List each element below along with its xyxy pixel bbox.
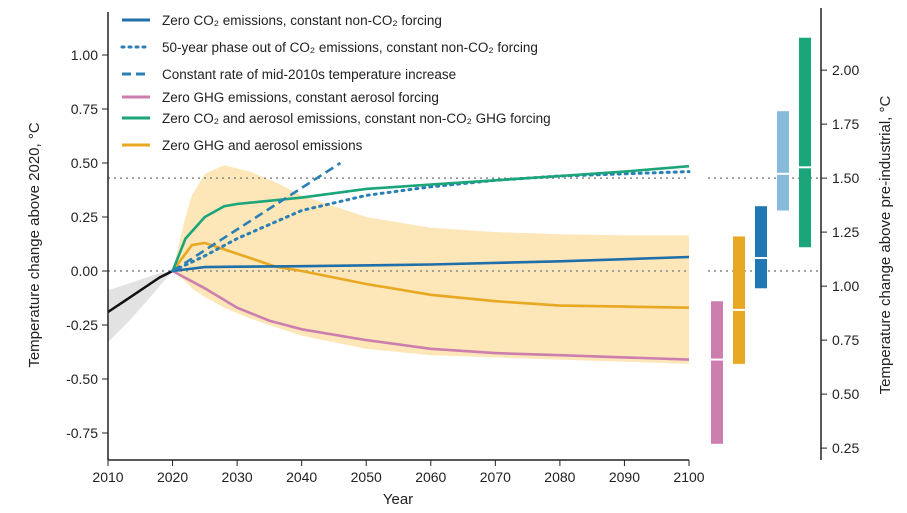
legend-label-2: Constant rate of mid-2010s temperature i… bbox=[162, 67, 456, 82]
series-line-5 bbox=[171, 241, 690, 309]
y-axis-right-label: Temperature change above pre-industrial,… bbox=[877, 96, 894, 395]
x-tick-label: 2100 bbox=[673, 469, 704, 485]
y-tick-label: 0.00 bbox=[71, 263, 98, 279]
y-tick-label: 0.25 bbox=[71, 209, 98, 225]
y-tick-label: 0.75 bbox=[71, 101, 98, 117]
y-axis-label: Temperature change above 2020, °C bbox=[26, 122, 43, 367]
x-tick-label: 2010 bbox=[92, 469, 123, 485]
y-right-tick-label: 1.00 bbox=[832, 278, 859, 294]
y-tick-label: -0.75 bbox=[66, 425, 98, 441]
range-bar-1 bbox=[733, 236, 745, 364]
x-tick-label: 2050 bbox=[351, 469, 382, 485]
y-tick-label: 1.00 bbox=[71, 47, 98, 63]
legend-label-0: Zero CO₂ emissions, constant non-CO₂ for… bbox=[162, 13, 442, 28]
range-bar-0 bbox=[711, 301, 723, 444]
series-line-0 bbox=[172, 255, 690, 273]
range-bar-4 bbox=[799, 37, 811, 248]
x-tick-label: 2090 bbox=[609, 469, 640, 485]
x-tick-label: 2060 bbox=[415, 469, 446, 485]
legend-label-1: 50-year phase out of CO₂ emissions, cons… bbox=[162, 40, 538, 55]
y-right-tick-label: 0.75 bbox=[832, 332, 859, 348]
series-line-2 bbox=[171, 161, 342, 273]
y-right-tick-label: 1.25 bbox=[832, 224, 859, 240]
legend-label-3: Zero GHG emissions, constant aerosol for… bbox=[162, 90, 439, 105]
y-right-tick-label: 2.00 bbox=[832, 62, 859, 78]
legend-label-5: Zero GHG and aerosol emissions bbox=[162, 138, 363, 153]
y-tick-label: -0.50 bbox=[66, 371, 98, 387]
series-line-4 bbox=[171, 164, 690, 272]
legend-label-4: Zero CO₂ and aerosol emissions, constant… bbox=[162, 111, 551, 126]
range-bar-2 bbox=[755, 206, 767, 289]
y-tick-label: 0.50 bbox=[71, 155, 98, 171]
y-right-tick-label: 1.75 bbox=[832, 116, 859, 132]
x-tick-label: 2080 bbox=[544, 469, 575, 485]
y-right-tick-label: 0.25 bbox=[832, 440, 859, 456]
y-tick-label: -0.25 bbox=[66, 317, 98, 333]
y-right-tick-label: 0.50 bbox=[832, 386, 859, 402]
historical-line bbox=[107, 269, 174, 314]
y-right-tick-label: 1.50 bbox=[832, 170, 859, 186]
series-line-3 bbox=[171, 269, 690, 361]
x-tick-label: 2070 bbox=[480, 469, 511, 485]
x-axis-label: Year bbox=[383, 491, 413, 508]
x-tick-label: 2040 bbox=[286, 469, 317, 485]
x-tick-label: 2020 bbox=[157, 469, 188, 485]
range-bar-3 bbox=[777, 111, 789, 211]
x-tick-label: 2030 bbox=[222, 469, 253, 485]
historical-uncertainty-band bbox=[108, 271, 173, 343]
